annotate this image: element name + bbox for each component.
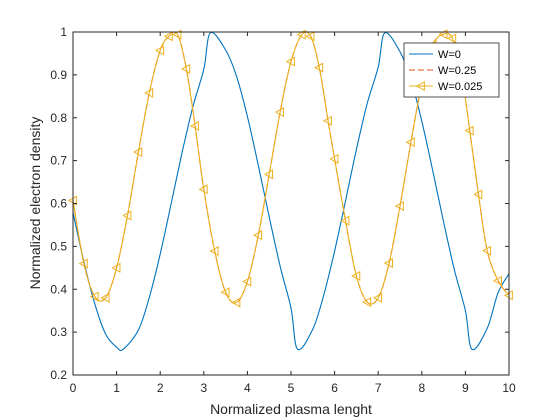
x-tick-label-1: 1 (113, 381, 120, 395)
series-marker-2-18 (253, 230, 263, 241)
series-marker-2-17 (242, 276, 252, 287)
x-axis-label: Normalized plasma lenght (210, 401, 372, 417)
y-tick-label-6: 0.8 (50, 111, 67, 125)
series-marker-2-19 (263, 169, 274, 180)
series-layer (67, 29, 513, 352)
series-marker-2-40 (473, 189, 483, 200)
series-marker-2-28 (351, 270, 361, 282)
series-marker-2-24 (314, 62, 324, 73)
series-marker-2-4 (111, 262, 121, 273)
x-tick-label-3: 3 (200, 381, 207, 395)
series-marker-2-1 (78, 258, 88, 269)
x-tick-label-6: 6 (331, 381, 338, 395)
series-marker-2-13 (198, 184, 208, 195)
series-marker-2-2 (89, 291, 99, 302)
y-tick-label-0: 0.2 (50, 368, 67, 382)
y-tick-label-4: 0.6 (50, 197, 67, 211)
y-tick-label-1: 0.3 (50, 325, 67, 339)
series-marker-2-15 (220, 287, 230, 298)
series-marker-2-37 (447, 33, 457, 44)
legend-label-2: W=0.025 (438, 81, 482, 93)
x-tick-label-0: 0 (70, 381, 77, 395)
series-marker-2-21 (285, 56, 295, 67)
series-marker-2-6 (133, 147, 143, 158)
series-marker-2-31 (383, 258, 393, 269)
series-marker-2-39 (464, 125, 474, 136)
series-marker-2-23 (305, 31, 315, 42)
y-axis-ticks: 0.2 0.3 0.4 0.5 0.6 0.7 0.8 0.9 1 (50, 25, 509, 382)
legend: W=0 W=0.25 W=0.025 (403, 42, 500, 98)
x-axis-ticks: 0 1 2 3 4 5 6 7 8 9 10 (70, 32, 516, 395)
y-tick-label-5: 0.7 (50, 154, 67, 168)
series-marker-2-25 (322, 115, 332, 126)
series-marker-2-29 (362, 297, 372, 308)
series-marker-2-14 (209, 246, 219, 257)
series-line-0 (72, 31, 510, 352)
x-tick-label-9: 9 (462, 381, 469, 395)
x-tick-label-4: 4 (244, 381, 251, 395)
y-tick-label-7: 0.9 (50, 68, 67, 82)
series-marker-2-11 (181, 63, 191, 74)
x-tick-label-2: 2 (157, 381, 164, 395)
series-marker-2-20 (274, 107, 284, 118)
legend-label-1: W=0.25 (438, 65, 476, 77)
series-marker-2-8 (154, 45, 165, 56)
series-marker-2-7 (144, 87, 154, 98)
y-axis-label: Normalized electron density (27, 117, 43, 290)
series-marker-2-3 (100, 292, 110, 303)
y-tick-label-8: 1 (60, 25, 67, 39)
legend-label-0: W=0 (438, 49, 461, 61)
series-marker-2-9 (163, 31, 173, 42)
x-tick-label-10: 10 (502, 381, 516, 395)
x-tick-label-5: 5 (288, 381, 295, 395)
series-marker-2-33 (405, 137, 415, 148)
series-marker-2-26 (329, 153, 339, 164)
series-marker-2-41 (481, 245, 492, 256)
legend-marker-2 (415, 80, 425, 92)
series-marker-2-5 (122, 210, 132, 221)
series-marker-2-16 (231, 297, 241, 308)
x-tick-label-8: 8 (418, 381, 425, 395)
series-marker-2-32 (394, 201, 404, 212)
y-tick-label-3: 0.5 (50, 239, 67, 253)
x-tick-label-7: 7 (375, 381, 382, 395)
series-marker-2-42 (492, 275, 502, 286)
series-marker-2-12 (189, 120, 199, 131)
series-marker-2-30 (372, 292, 383, 303)
series-marker-2-27 (340, 215, 350, 226)
y-tick-label-2: 0.4 (50, 282, 67, 296)
